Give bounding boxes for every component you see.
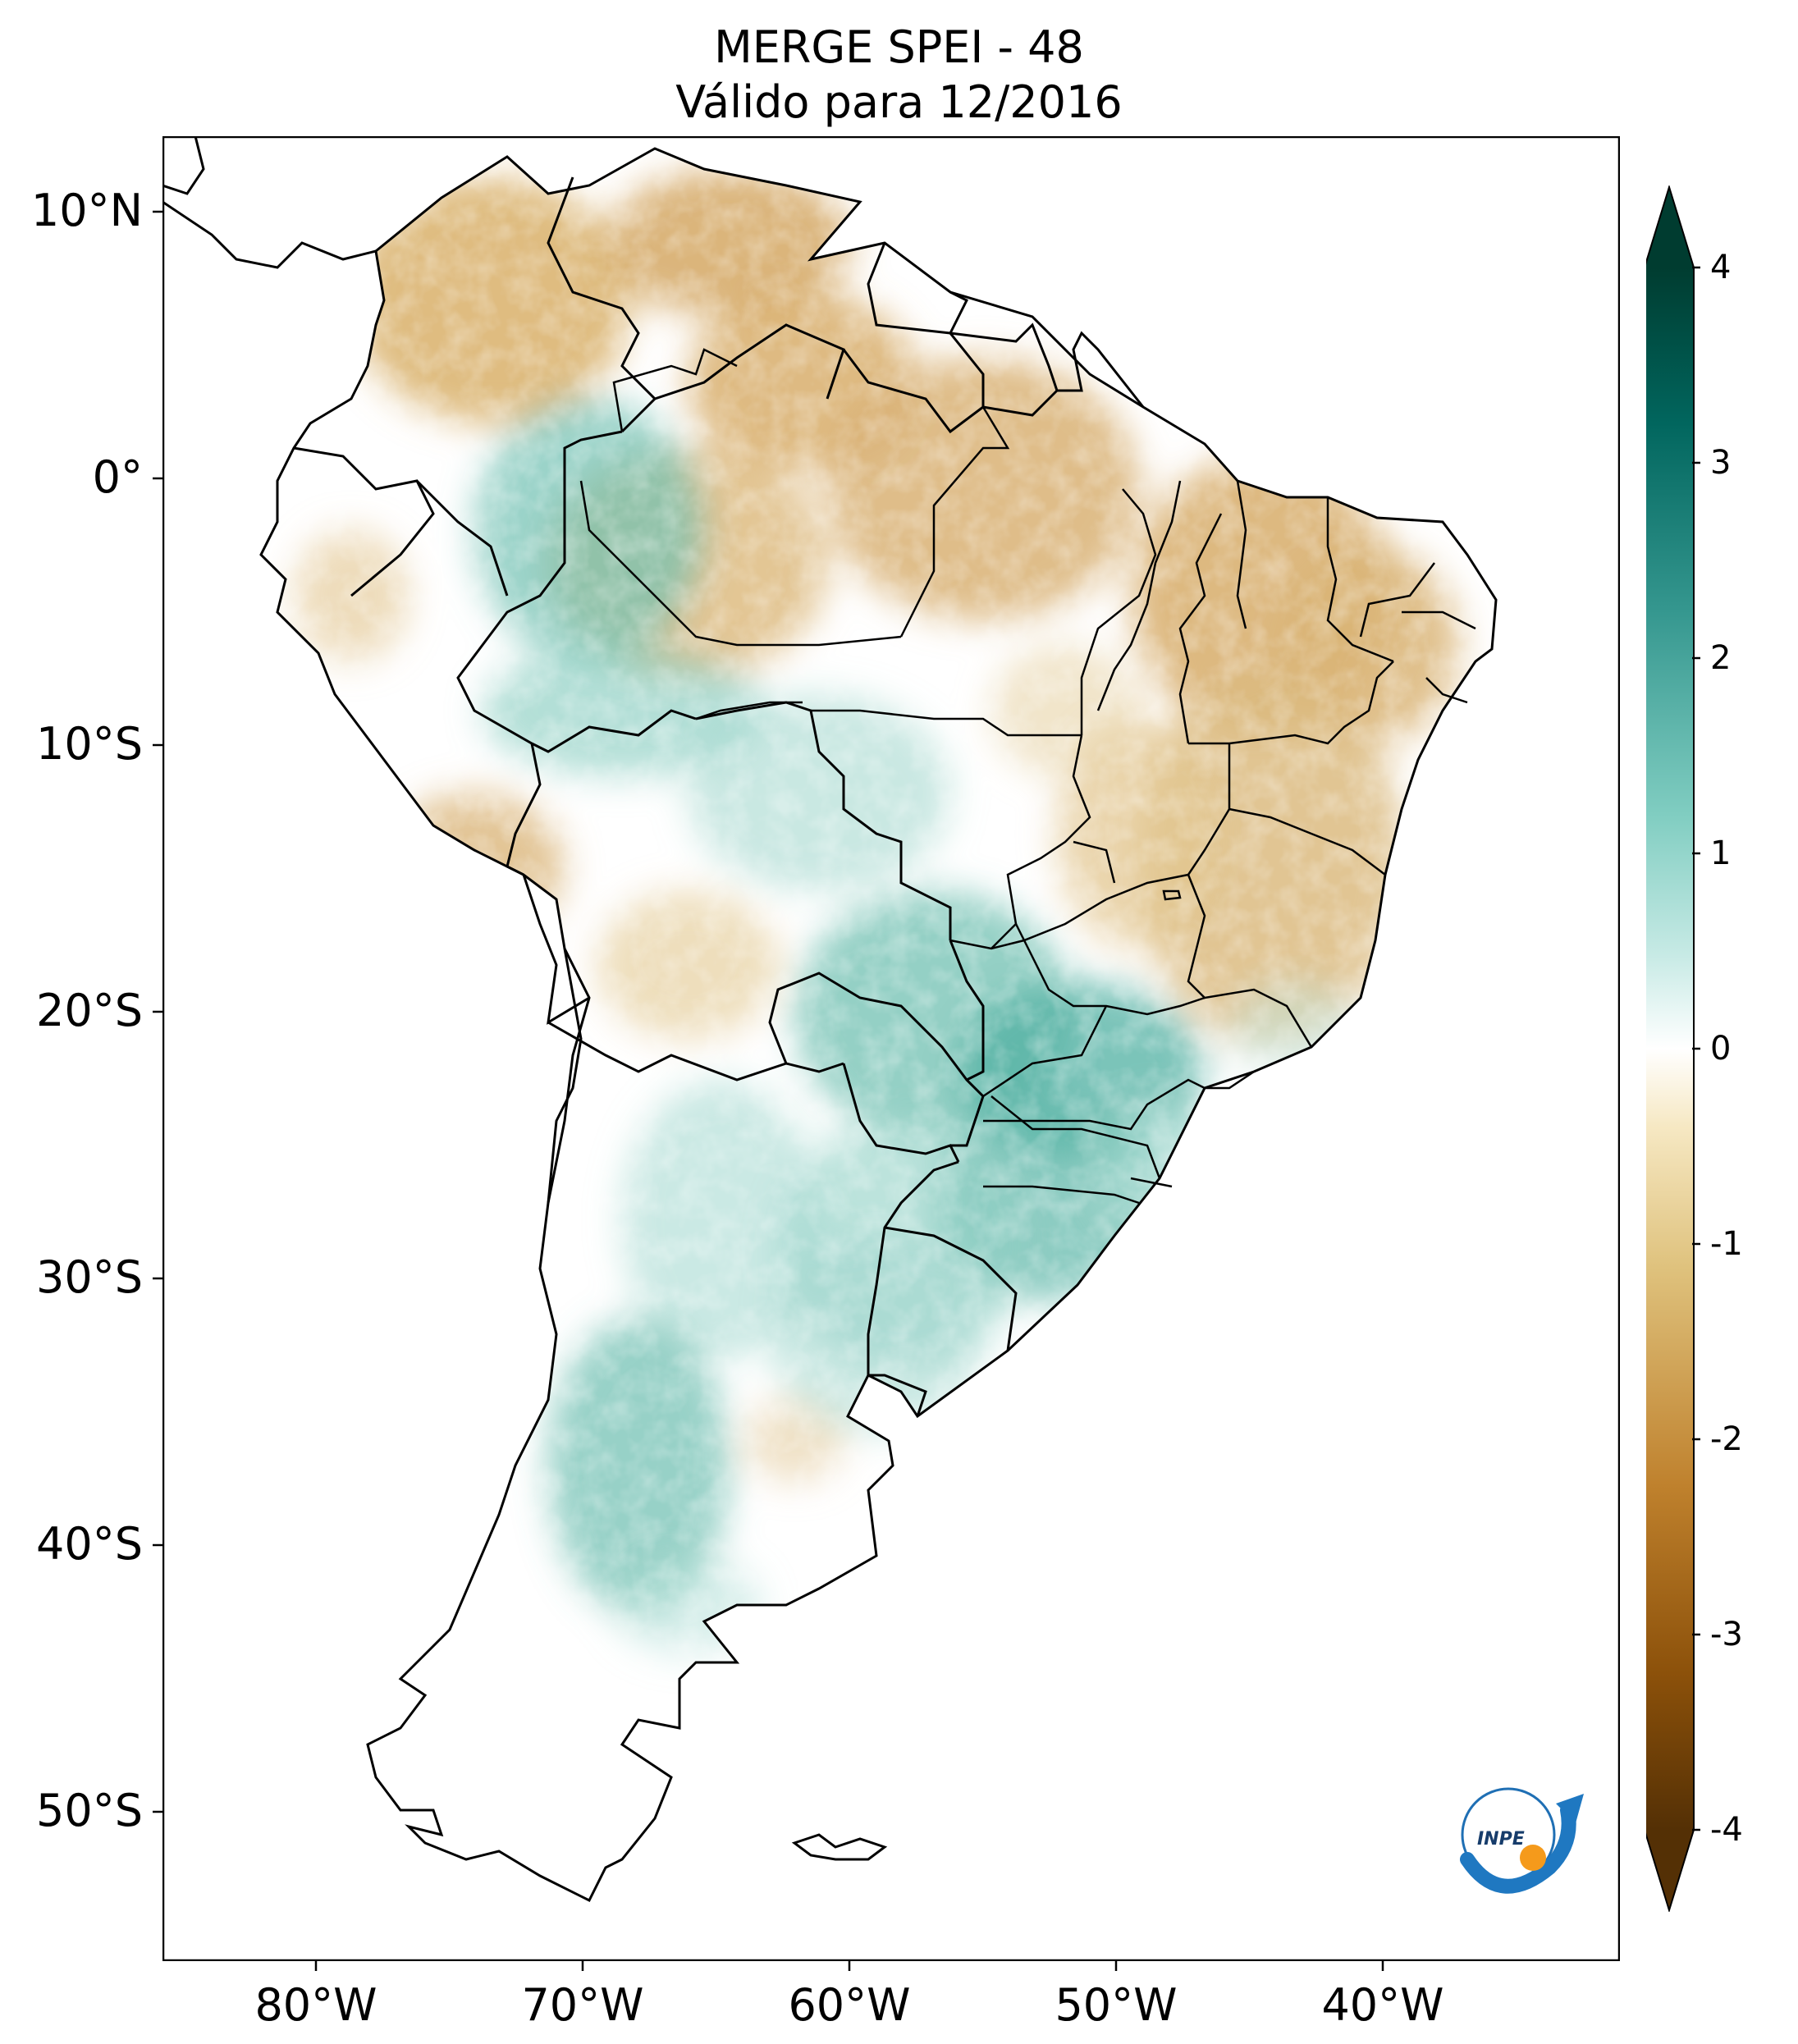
coastline bbox=[259, 147, 1498, 1903]
map-title-line1: MERGE SPEI - 48 bbox=[714, 21, 1084, 73]
y-tick-label: 10°S bbox=[36, 718, 143, 770]
x-axis-ticks bbox=[314, 1961, 1384, 1971]
spei-field bbox=[261, 149, 1496, 1900]
state-borders bbox=[579, 348, 1476, 1205]
x-tick-label: 60°W bbox=[788, 1979, 911, 2031]
map-frame bbox=[162, 136, 1620, 1961]
y-tick-label: 10°N bbox=[30, 185, 143, 236]
colorbar-tick-label: 4 bbox=[1710, 249, 1732, 286]
colorbar-tick-label: -4 bbox=[1710, 1811, 1743, 1849]
map-title-line2: Válido para 12/2016 bbox=[675, 76, 1123, 128]
x-tick-label: 40°W bbox=[1321, 1979, 1444, 2031]
colorbar-tick-label: -3 bbox=[1710, 1616, 1743, 1653]
falkland-islands bbox=[791, 1833, 888, 1861]
y-tick-label: 40°S bbox=[36, 1518, 143, 1570]
colorbar-tick-label: 3 bbox=[1710, 444, 1732, 482]
x-tick-label: 80°W bbox=[254, 1979, 377, 2031]
colorbar-tick-label: 0 bbox=[1710, 1030, 1732, 1068]
inpe-logo-icon: INPE bbox=[1460, 1787, 1584, 1894]
y-tick-label: 50°S bbox=[36, 1785, 143, 1836]
country-borders bbox=[293, 176, 1145, 1417]
colorbar-tick-label: -2 bbox=[1710, 1420, 1743, 1458]
colorbar-ticks bbox=[1692, 266, 1700, 1831]
map-panel: INPE bbox=[162, 136, 1620, 1961]
x-tick-label: 70°W bbox=[521, 1979, 644, 2031]
colorbar-tick-label: -1 bbox=[1710, 1225, 1743, 1263]
central-america-outline bbox=[162, 136, 377, 269]
x-tick-label: 50°W bbox=[1055, 1979, 1178, 2031]
inpe-logo-text: INPE bbox=[1477, 1829, 1525, 1850]
colorbar bbox=[1646, 185, 1695, 1912]
colorbar-tick-label: 1 bbox=[1710, 835, 1732, 872]
y-tick-label: 30°S bbox=[36, 1251, 143, 1303]
y-axis-ticks bbox=[153, 210, 162, 1813]
y-tick-label: 0° bbox=[92, 451, 143, 503]
colorbar-tick-label: 2 bbox=[1710, 639, 1732, 677]
y-tick-label: 20°S bbox=[36, 985, 143, 1036]
